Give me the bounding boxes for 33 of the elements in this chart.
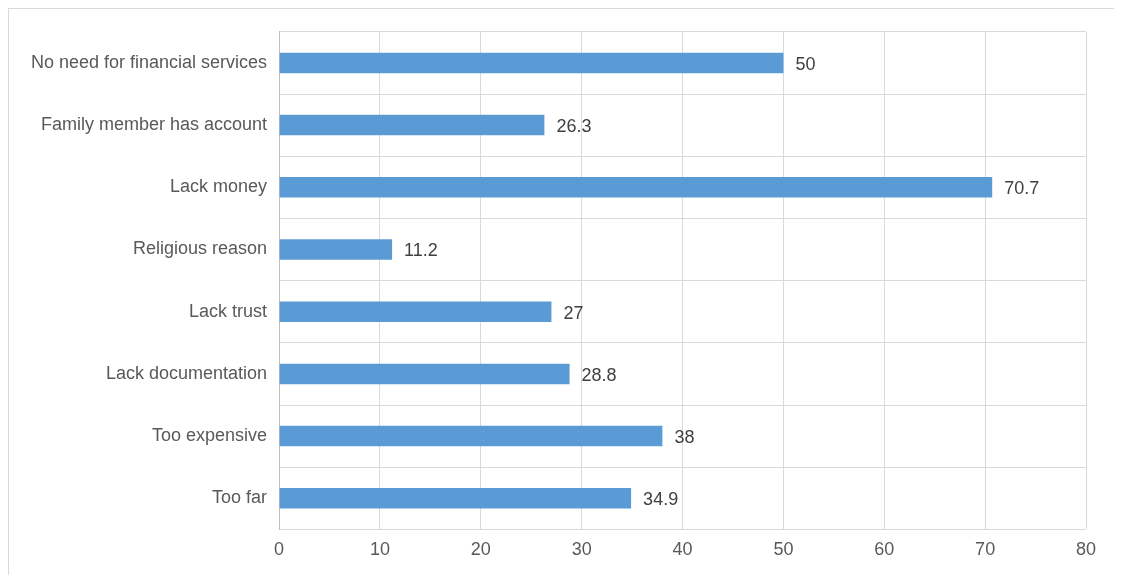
data-label: 28.8	[581, 364, 617, 385]
data-label: 70.7	[1004, 178, 1040, 199]
data-label: 26.3	[556, 116, 592, 137]
bar	[279, 52, 784, 74]
y-tick-label: Religious reason	[133, 238, 268, 259]
data-label: 50	[795, 53, 816, 74]
data-label: 38	[674, 427, 695, 448]
bar	[279, 239, 393, 260]
x-tick-label: 60	[874, 539, 895, 560]
data-label: 34.9	[643, 489, 679, 510]
y-tick-label: Too far	[212, 487, 268, 508]
x-tick-label: 30	[571, 539, 592, 560]
bar	[279, 363, 570, 385]
x-tick-label: 0	[274, 539, 285, 560]
x-tick-label: 10	[369, 539, 390, 560]
bar	[279, 177, 993, 198]
data-label: 27	[563, 302, 584, 323]
bar	[279, 425, 663, 447]
x-tick-label: 50	[773, 539, 794, 560]
data-label: 11.2	[404, 240, 438, 261]
bar	[279, 114, 545, 136]
bar	[279, 488, 632, 509]
x-tick-label: 70	[975, 539, 996, 560]
y-tick-label: Lack documentation	[106, 362, 268, 383]
x-tick-label: 80	[1075, 539, 1097, 560]
x-tick-label: 40	[672, 539, 693, 560]
x-tick-label: 20	[470, 539, 491, 560]
y-tick-label: Lack trust	[189, 300, 268, 321]
y-tick-label: Too expensive	[152, 425, 268, 446]
bar	[279, 301, 552, 322]
y-tick-label: Lack money	[170, 176, 268, 197]
y-tick-label: No need for financial services	[30, 51, 268, 72]
y-tick-label: Family member has account	[41, 114, 268, 135]
